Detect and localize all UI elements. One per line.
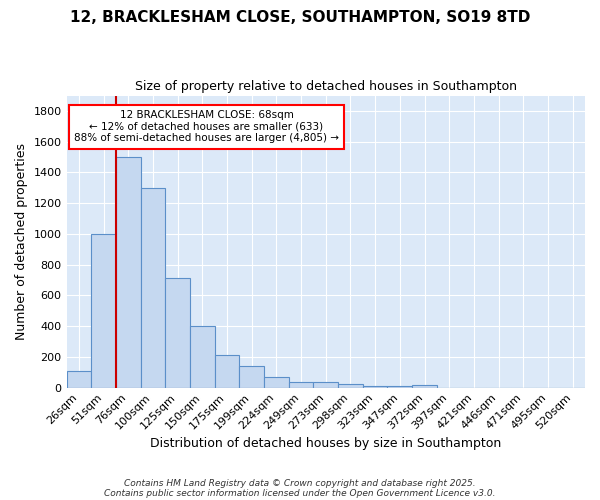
Bar [289,382,313,388]
X-axis label: Distribution of detached houses by size in Southampton: Distribution of detached houses by size … [150,437,502,450]
Bar [338,384,363,388]
Bar [412,385,437,388]
Bar [239,366,264,388]
Bar [190,326,215,388]
Bar [165,278,190,388]
Bar [363,386,388,388]
Bar [140,188,165,388]
Bar [91,234,116,388]
Title: Size of property relative to detached houses in Southampton: Size of property relative to detached ho… [135,80,517,93]
Bar [388,386,412,388]
Bar [264,377,289,388]
Text: 12 BRACKLESHAM CLOSE: 68sqm
← 12% of detached houses are smaller (633)
88% of se: 12 BRACKLESHAM CLOSE: 68sqm ← 12% of det… [74,110,339,144]
Bar [67,370,91,388]
Text: 12, BRACKLESHAM CLOSE, SOUTHAMPTON, SO19 8TD: 12, BRACKLESHAM CLOSE, SOUTHAMPTON, SO19… [70,10,530,25]
Text: Contains HM Land Registry data © Crown copyright and database right 2025.: Contains HM Land Registry data © Crown c… [124,478,476,488]
Bar [313,382,338,388]
Y-axis label: Number of detached properties: Number of detached properties [15,143,28,340]
Text: Contains public sector information licensed under the Open Government Licence v3: Contains public sector information licen… [104,488,496,498]
Bar [215,356,239,388]
Bar [116,157,140,388]
